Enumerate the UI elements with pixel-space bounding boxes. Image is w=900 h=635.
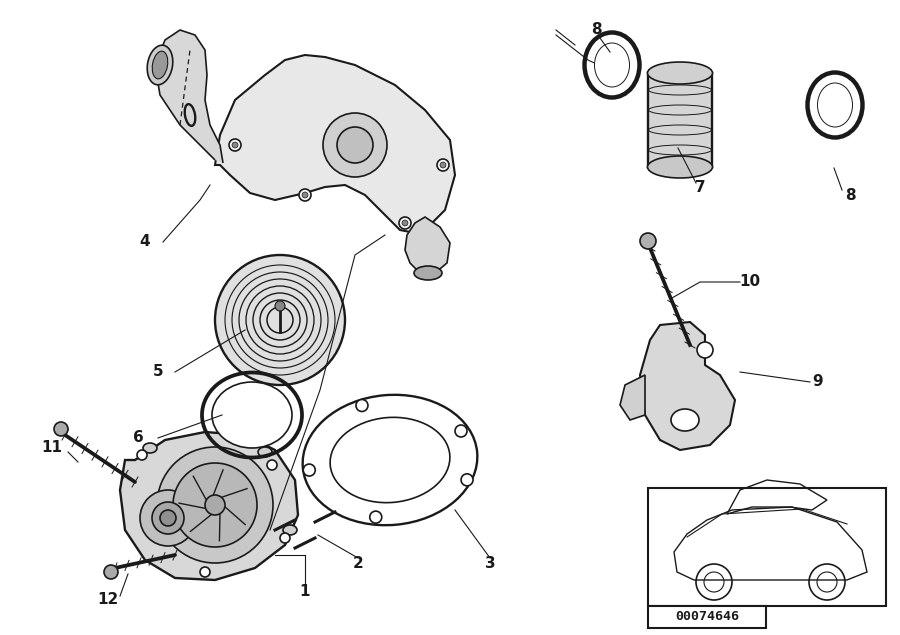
Circle shape: [323, 113, 387, 177]
Circle shape: [437, 159, 449, 171]
Ellipse shape: [330, 417, 450, 503]
Circle shape: [173, 463, 257, 547]
Circle shape: [299, 189, 311, 201]
Ellipse shape: [283, 525, 297, 535]
Circle shape: [152, 502, 184, 534]
Text: 8: 8: [590, 22, 601, 37]
Polygon shape: [620, 375, 645, 420]
Circle shape: [302, 192, 308, 198]
Circle shape: [137, 450, 147, 460]
Polygon shape: [120, 432, 298, 580]
Ellipse shape: [143, 443, 157, 453]
Text: 3: 3: [485, 556, 495, 570]
Ellipse shape: [148, 45, 173, 85]
Ellipse shape: [595, 43, 629, 87]
Text: 12: 12: [97, 592, 119, 608]
Circle shape: [54, 422, 68, 436]
Circle shape: [275, 301, 285, 311]
Polygon shape: [405, 217, 450, 273]
Ellipse shape: [671, 409, 699, 431]
Circle shape: [215, 255, 345, 385]
Text: 10: 10: [740, 274, 760, 290]
Circle shape: [356, 399, 368, 411]
Text: 5: 5: [153, 364, 163, 380]
Text: 8: 8: [845, 187, 855, 203]
Circle shape: [455, 425, 467, 437]
Circle shape: [640, 233, 656, 249]
Ellipse shape: [647, 62, 713, 84]
Circle shape: [370, 511, 382, 523]
Circle shape: [267, 460, 277, 470]
Text: 9: 9: [813, 375, 824, 389]
Circle shape: [205, 495, 225, 515]
Circle shape: [461, 474, 473, 486]
Bar: [648, 488, 886, 606]
Polygon shape: [640, 322, 735, 450]
Circle shape: [200, 567, 210, 577]
Ellipse shape: [647, 156, 713, 178]
Text: 7: 7: [695, 180, 706, 196]
Ellipse shape: [152, 51, 167, 79]
Text: 11: 11: [41, 439, 62, 455]
Text: 1: 1: [300, 584, 310, 599]
Circle shape: [160, 510, 176, 526]
Text: 6: 6: [132, 431, 143, 446]
Text: 2: 2: [353, 556, 364, 570]
Circle shape: [697, 342, 713, 358]
Circle shape: [402, 220, 408, 226]
Bar: [648, 73, 713, 168]
Circle shape: [140, 490, 196, 546]
Ellipse shape: [212, 382, 292, 448]
Polygon shape: [215, 55, 455, 233]
Ellipse shape: [414, 266, 442, 280]
Polygon shape: [155, 30, 223, 163]
Circle shape: [303, 464, 315, 476]
Circle shape: [440, 162, 446, 168]
Text: 00074646: 00074646: [675, 610, 739, 624]
Ellipse shape: [258, 447, 272, 457]
Ellipse shape: [817, 83, 852, 127]
Circle shape: [337, 127, 373, 163]
Circle shape: [229, 139, 241, 151]
Circle shape: [280, 533, 290, 543]
Text: 4: 4: [140, 234, 150, 250]
Circle shape: [399, 217, 411, 229]
Circle shape: [232, 142, 238, 148]
Circle shape: [157, 447, 273, 563]
Bar: [648, 606, 766, 628]
Circle shape: [104, 565, 118, 579]
